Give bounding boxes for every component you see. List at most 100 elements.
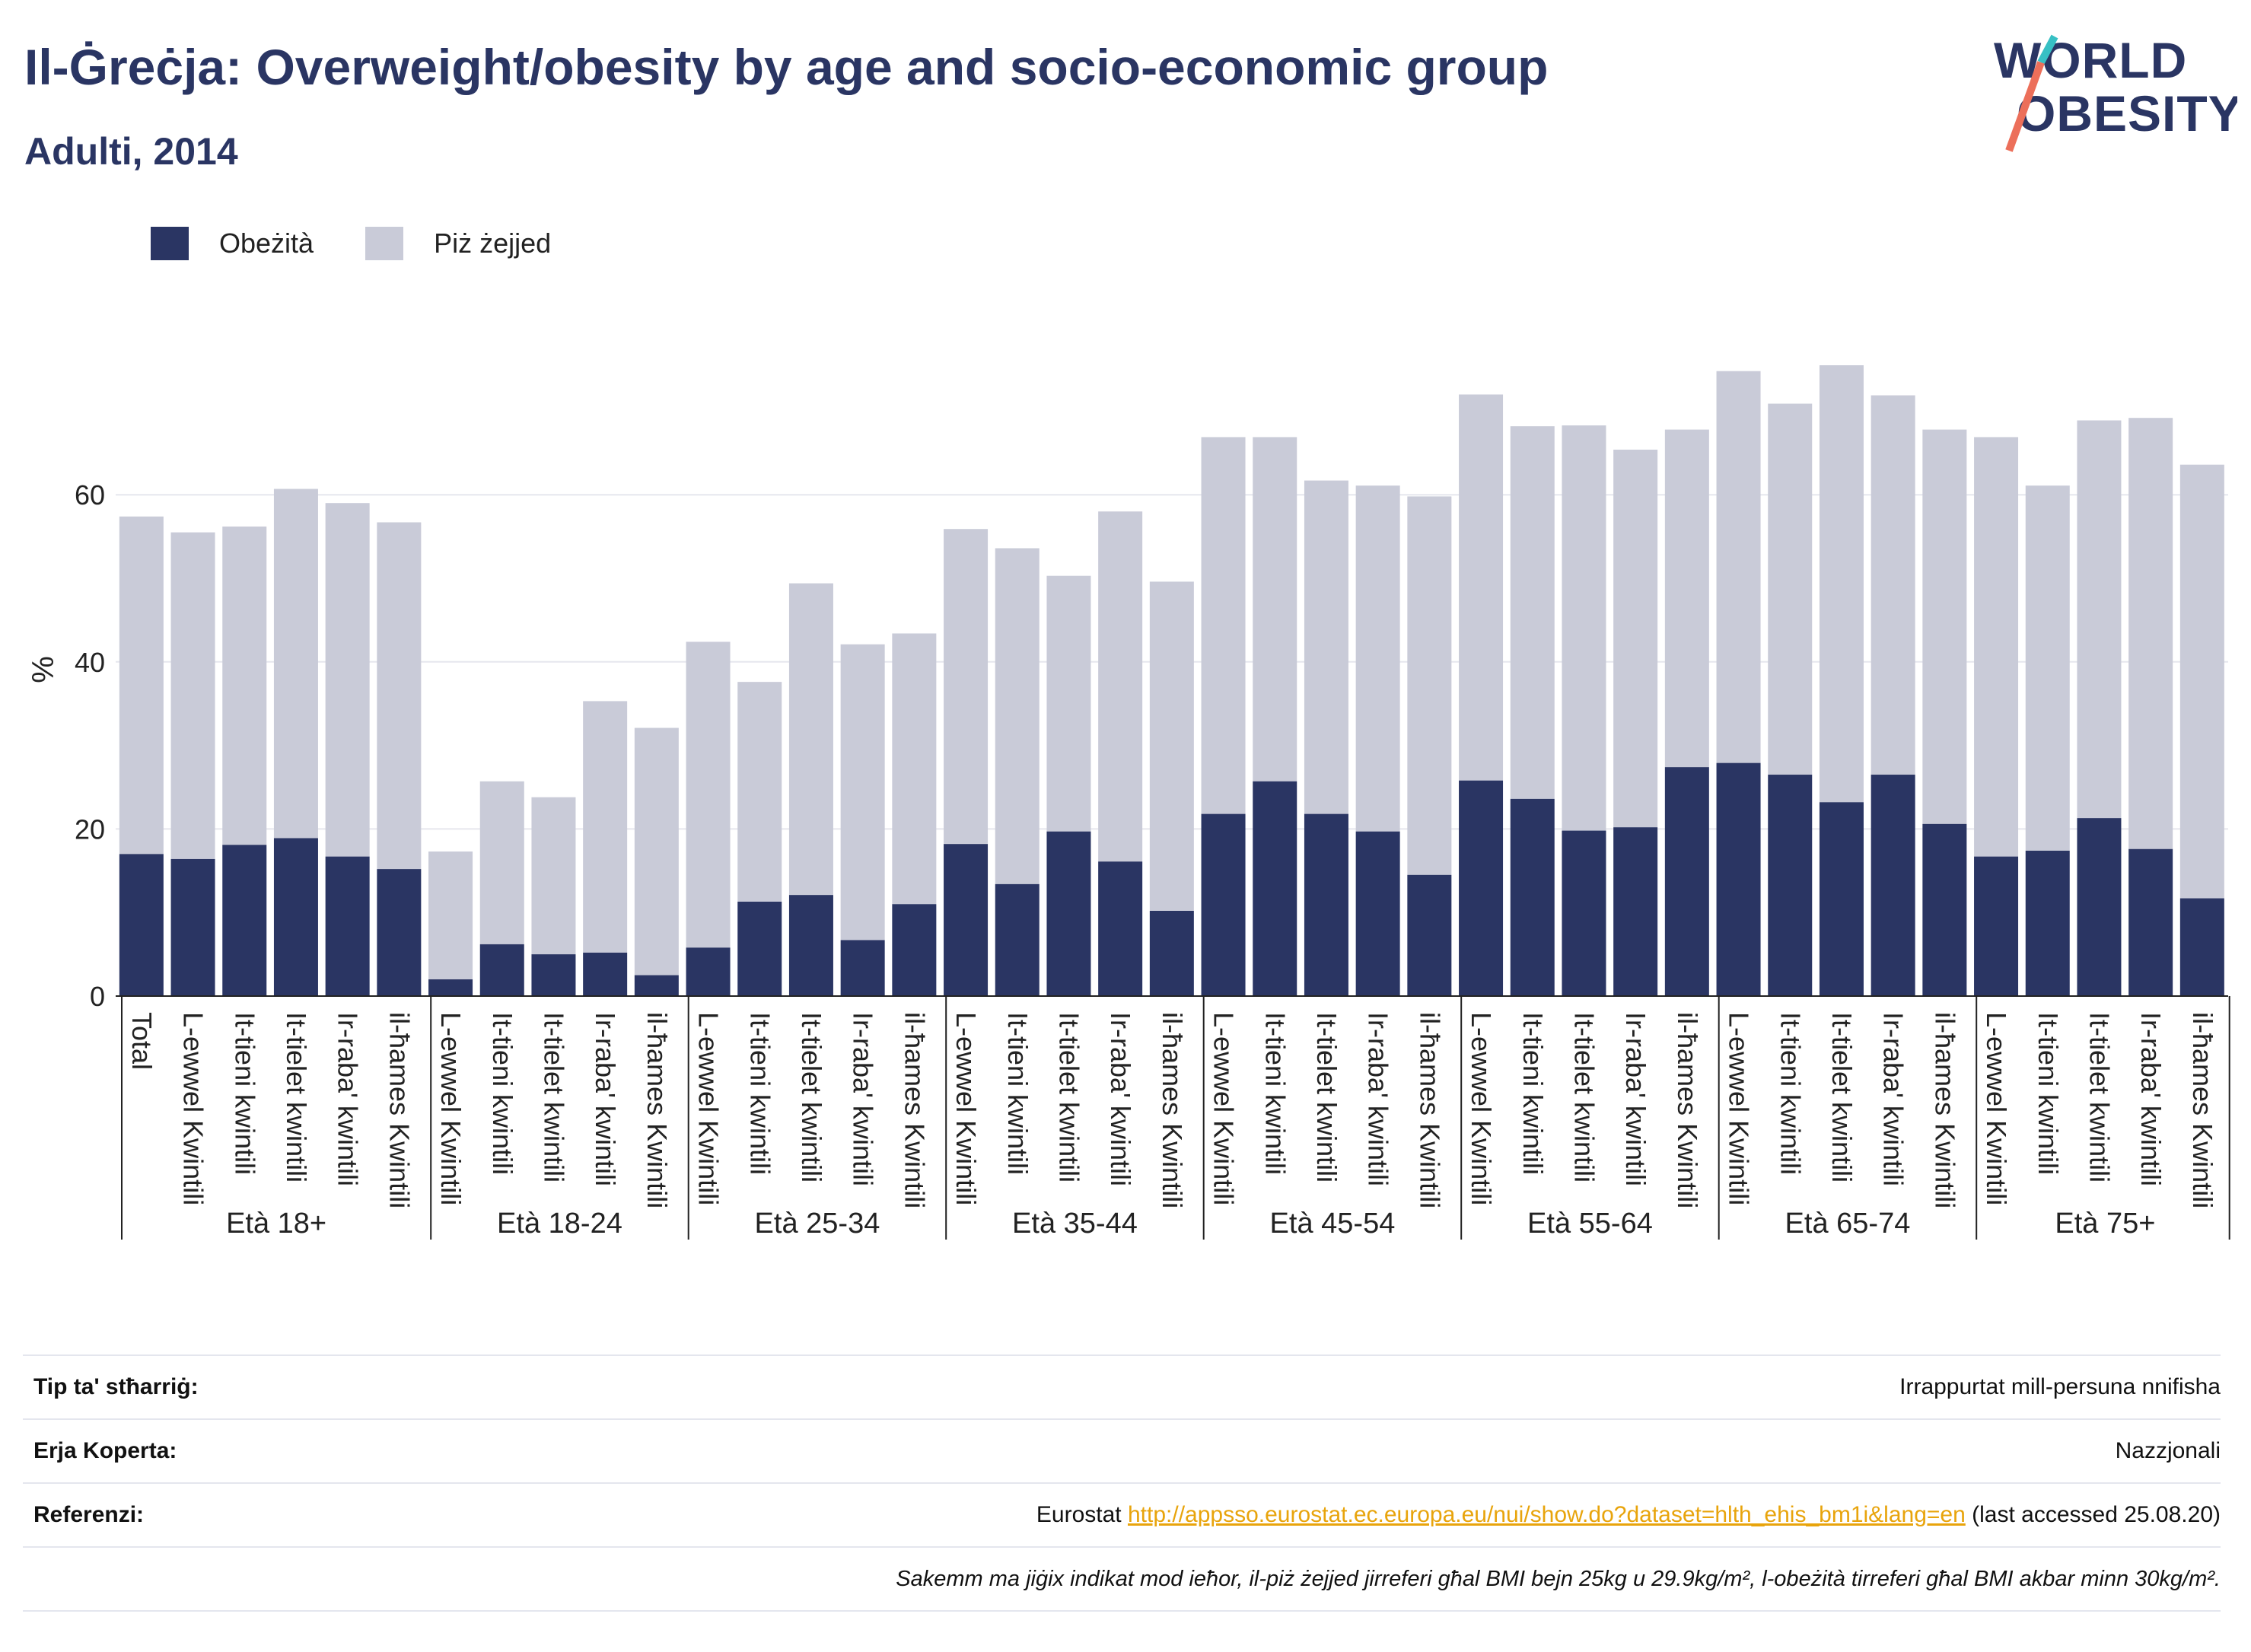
- bar-obesity: [737, 901, 782, 996]
- definition-note: Sakemm ma jiġix indikat mod ieħor, il-pi…: [896, 1566, 2221, 1591]
- bar-overweight: [944, 529, 989, 845]
- bar-obesity: [1253, 781, 1297, 996]
- info-label-references: Referenzi:: [33, 1502, 145, 1527]
- x-tick-label: It-tielet kwintili: [796, 1012, 827, 1183]
- bar-overweight: [737, 682, 782, 902]
- bar-obesity: [1201, 813, 1246, 996]
- svg-text:WORLD: WORLD: [1994, 32, 2187, 88]
- bar-obesity: [1871, 775, 1915, 996]
- x-tick-label: il-ħames Kwintili: [1929, 1012, 1960, 1208]
- bar-obesity: [686, 947, 731, 996]
- bar-overweight: [995, 548, 1040, 884]
- bar-obesity: [892, 904, 937, 996]
- bar-overweight: [634, 727, 679, 976]
- bar-obesity: [1613, 827, 1658, 996]
- group-label: Età 55-64: [1527, 1208, 1653, 1240]
- x-tick-label: Ir-raba' kwintili: [590, 1012, 621, 1186]
- bar-obesity: [428, 979, 473, 996]
- x-tick-label: It-tielet kwintili: [2084, 1012, 2115, 1183]
- info-label-area: Erja Koperta:: [33, 1438, 177, 1463]
- x-tick-label: It-tieni kwintili: [487, 1012, 518, 1175]
- bar-overweight: [1768, 403, 1813, 775]
- bar-overweight: [2128, 418, 2173, 849]
- reference-link[interactable]: http://appsso.eurostat.ec.europa.eu/nui/…: [1127, 1502, 1966, 1527]
- x-tick-label: il-ħames Kwintili: [1157, 1012, 1188, 1208]
- bar-overweight: [119, 516, 164, 855]
- x-tick-label: It-tieni kwintili: [229, 1012, 260, 1175]
- bar-obesity: [1768, 775, 1813, 996]
- bar-obesity: [1562, 830, 1606, 996]
- x-tick-label: L-ewwel Kwintili: [435, 1012, 466, 1205]
- bar-overweight: [1716, 371, 1761, 763]
- bar-obesity: [377, 869, 422, 996]
- info-row-area: Erja Koperta: Nazzjonali: [23, 1418, 2221, 1482]
- info-row-note: Sakemm ma jiġix indikat mod ieħor, il-pi…: [23, 1546, 2221, 1612]
- bar-obesity: [944, 844, 989, 996]
- bar-obesity: [1304, 813, 1348, 996]
- x-tick-label: It-tieni kwintili: [2033, 1012, 2064, 1175]
- bar-obesity: [1819, 802, 1864, 996]
- bar-overweight: [583, 701, 628, 953]
- x-tick-label: Ir-raba' kwintili: [1363, 1012, 1394, 1186]
- bar-overweight: [2077, 420, 2122, 819]
- bar-overweight: [1253, 437, 1297, 781]
- x-tick-label: Ir-raba' kwintili: [1620, 1012, 1651, 1186]
- bar-obesity: [170, 858, 215, 996]
- bar-obesity: [634, 975, 679, 996]
- bar-overweight: [170, 532, 215, 859]
- legend-swatch-obesity: [151, 227, 189, 260]
- svg-text:OBESITY: OBESITY: [2017, 85, 2237, 142]
- bar-overweight: [1562, 425, 1606, 831]
- x-tick-label: il-ħames Kwintili: [899, 1012, 930, 1208]
- bar-obesity: [1922, 823, 1967, 996]
- bar-obesity: [2025, 850, 2070, 996]
- x-tick-label: Total: [126, 1012, 158, 1070]
- x-tick-label: Ir-raba' kwintili: [1105, 1012, 1136, 1186]
- y-tick-label: 60: [75, 479, 105, 511]
- group-label: Età 45-54: [1270, 1208, 1396, 1240]
- bar-overweight: [1459, 394, 1504, 781]
- bar-obesity: [840, 940, 885, 996]
- world-obesity-logo: WORLD OBESITY: [1979, 15, 2242, 167]
- page-subtitle: Adulti, 2014: [24, 130, 238, 173]
- x-tick-label: il-ħames Kwintili: [384, 1012, 415, 1208]
- y-tick-label: 40: [75, 647, 105, 678]
- bar-overweight: [1201, 437, 1246, 814]
- bar-overweight: [273, 489, 318, 839]
- bar-overweight: [840, 644, 885, 941]
- bar-overweight: [377, 522, 422, 870]
- page-title: Il-Ġreċja: Overweight/obesity by age and…: [24, 39, 1549, 95]
- x-tick-label: L-ewwel Kwintili: [1466, 1012, 1497, 1205]
- x-tick-label: It-tieni kwintili: [1775, 1012, 1806, 1175]
- bar-overweight: [1819, 365, 1864, 803]
- x-tick-label: It-tieni kwintili: [1002, 1012, 1033, 1175]
- group-label: Età 35-44: [1012, 1208, 1138, 1240]
- x-tick-label: L-ewwel Kwintili: [950, 1012, 982, 1205]
- bar-obesity: [1716, 762, 1761, 996]
- x-tick-label: il-ħames Kwintili: [1672, 1012, 1703, 1208]
- bar-obesity: [1098, 861, 1143, 996]
- bar-overweight: [686, 641, 731, 948]
- bar-overweight: [1355, 485, 1400, 832]
- x-tick-label: Ir-raba' kwintili: [848, 1012, 879, 1186]
- bar-overweight: [1407, 496, 1452, 875]
- x-tick-label: It-tieni kwintili: [1517, 1012, 1549, 1175]
- x-tick-label: L-ewwel Kwintili: [178, 1012, 209, 1205]
- bar-overweight: [2025, 485, 2070, 851]
- bar-overweight: [531, 797, 576, 955]
- bar-obesity: [2179, 898, 2224, 996]
- bar-overweight: [325, 503, 370, 857]
- group-label: Età 65-74: [1785, 1208, 1911, 1240]
- stacked-bar-chart: 0 20 40 60% Total L-ewwel Kwintili It-tieni kw…: [27, 365, 2230, 1240]
- x-tick-label: It-tieni kwintili: [1259, 1012, 1291, 1175]
- bar-obesity: [222, 845, 267, 996]
- bar-overweight: [1613, 449, 1658, 828]
- bar-obesity: [2077, 818, 2122, 996]
- bar-obesity: [1355, 831, 1400, 996]
- bar-obesity: [2128, 848, 2173, 996]
- y-axis-label: %: [27, 656, 60, 683]
- x-tick-label: It-tielet kwintili: [1053, 1012, 1084, 1183]
- x-tick-label: Ir-raba' kwintili: [333, 1012, 364, 1186]
- info-value-survey-type: Irrappurtat mill-persuna nnifisha: [1899, 1374, 2221, 1399]
- bar-overweight: [788, 583, 833, 896]
